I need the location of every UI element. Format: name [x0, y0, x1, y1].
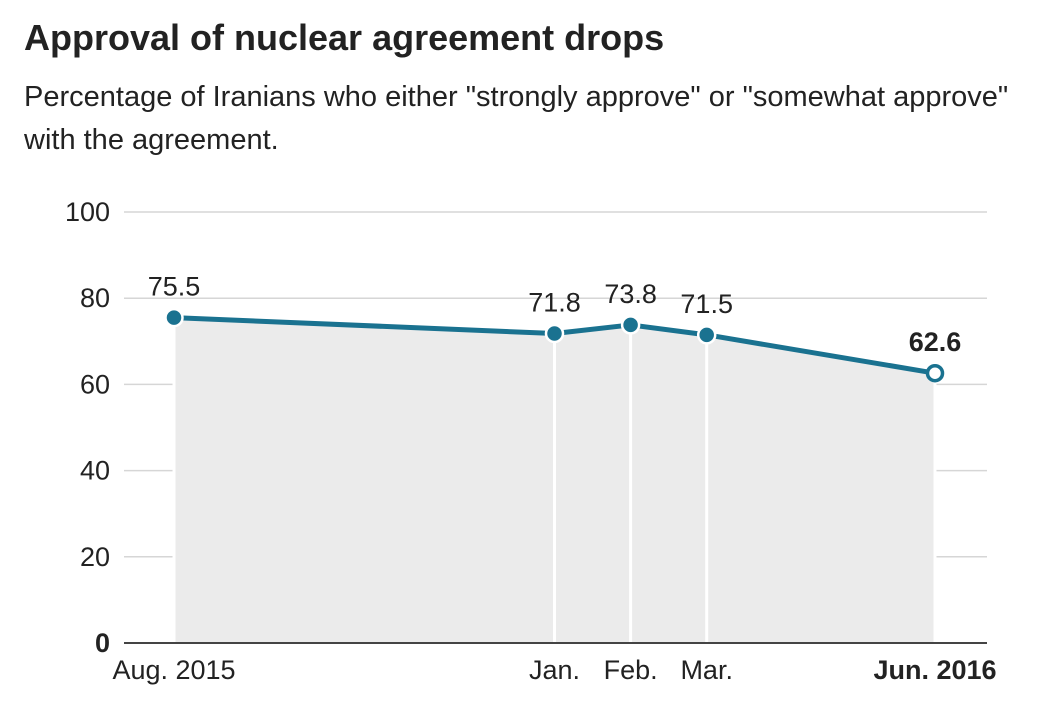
- x-tick-label: Mar.: [680, 655, 733, 685]
- data-point: [696, 325, 717, 345]
- data-point: [925, 363, 945, 383]
- x-tick-label: Jun. 2016: [873, 655, 996, 685]
- x-tick-label: Feb.: [604, 655, 658, 685]
- data-label: 62.6: [909, 327, 962, 357]
- data-point: [164, 307, 184, 328]
- y-tick-label: 0: [95, 628, 110, 658]
- y-tick-label: 60: [80, 369, 110, 399]
- data-label: 73.8: [604, 279, 657, 309]
- chart-subtitle: Percentage of Iranians who either "stron…: [24, 81, 1009, 156]
- data-label: 71.8: [528, 288, 581, 318]
- data-point: [620, 315, 641, 335]
- x-tick-label: Aug. 2015: [112, 655, 235, 685]
- x-tick-label: Jan.: [529, 655, 580, 685]
- data-label: 75.5: [148, 272, 201, 302]
- drop-lines: [172, 317, 937, 643]
- y-tick-label: 20: [80, 542, 110, 572]
- y-tick-label: 80: [80, 283, 110, 313]
- data-label: 71.5: [680, 289, 733, 319]
- chart-title: Approval of nuclear agreement drops: [24, 17, 665, 58]
- y-tick-label: 40: [80, 456, 110, 486]
- y-tick-label: 100: [65, 197, 110, 227]
- y-axis-ticks: 100 80 60 40 20 0: [65, 197, 110, 658]
- points-layer: [164, 307, 945, 383]
- x-axis-ticks: Aug. 2015 Jan. Feb. Mar. Jun. 2016: [112, 655, 996, 685]
- data-labels: 75.5 71.8 73.8 71.5 62.6: [148, 272, 962, 358]
- data-point: [544, 323, 565, 344]
